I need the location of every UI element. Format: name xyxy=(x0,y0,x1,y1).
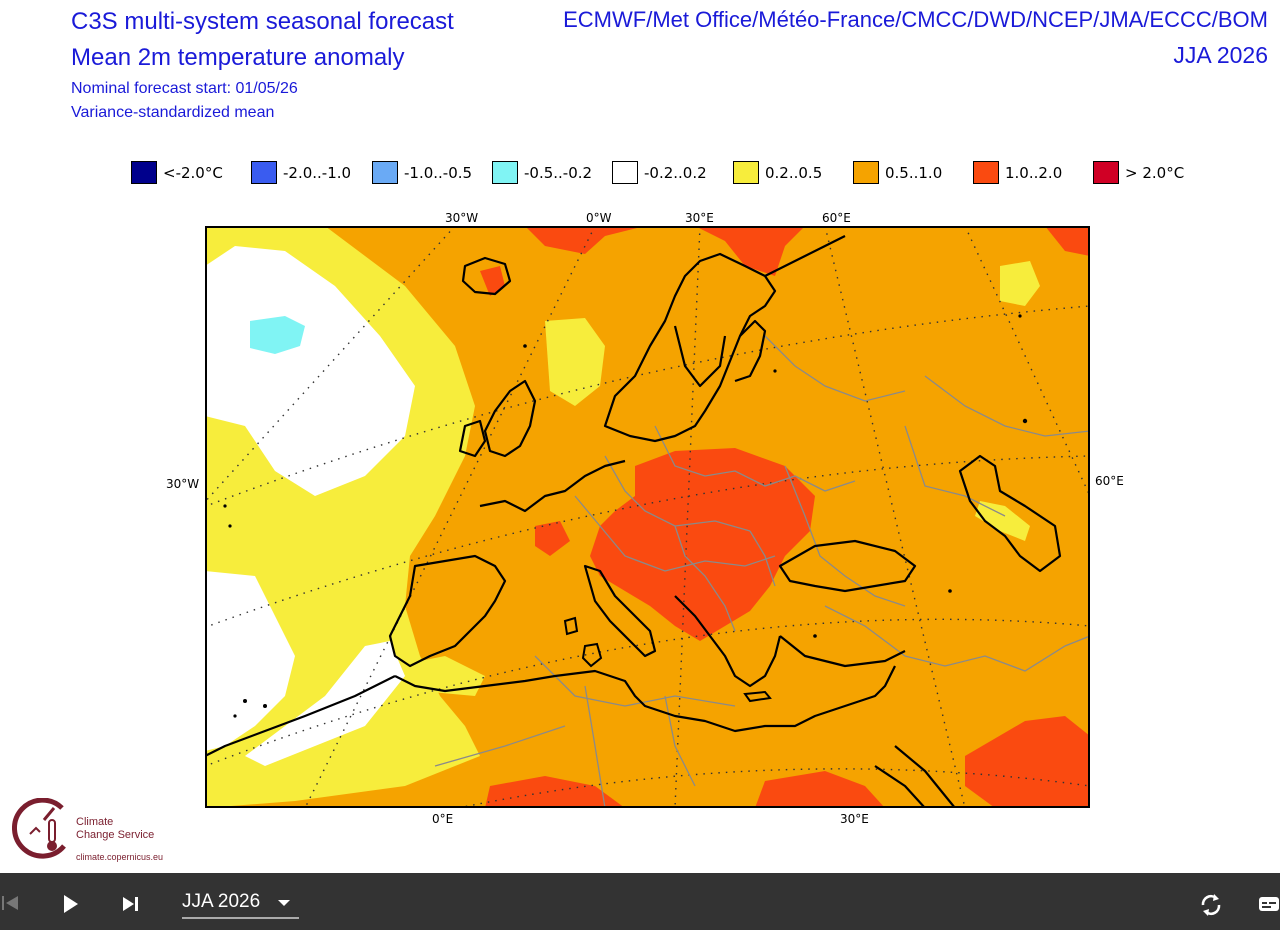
centres-label: ECMWF/Met Office/Météo-France/CMCC/DWD/N… xyxy=(563,7,1268,32)
anomaly-field-warm-low xyxy=(1000,261,1040,306)
forecast-map xyxy=(205,226,1090,808)
season-select-value: JJA 2026 xyxy=(182,891,261,912)
legend-swatch xyxy=(131,161,157,184)
logo-text: Climate Change Service xyxy=(76,816,176,842)
legend-swatch xyxy=(251,161,277,184)
graticule xyxy=(205,226,1090,808)
anomaly-field-warm-high xyxy=(445,226,805,276)
legend-label: -0.2..0.2 xyxy=(644,164,707,182)
legend-swatch xyxy=(612,161,638,184)
skip-next-icon[interactable] xyxy=(121,895,141,913)
logo-name-line2: Change Service xyxy=(76,829,155,841)
chevron-down-icon xyxy=(278,900,290,906)
legend-swatch xyxy=(372,161,398,184)
skip-previous-icon[interactable] xyxy=(0,895,20,911)
play-icon[interactable] xyxy=(62,894,80,914)
legend-swatch xyxy=(733,161,759,184)
legend-label: 0.5..1.0 xyxy=(885,164,943,182)
legend-swatch xyxy=(492,161,518,184)
anomaly-field-neutral xyxy=(245,641,405,766)
map-subtitle: Mean 2m temperature anomaly xyxy=(71,44,405,71)
legend-label: > 2.0°C xyxy=(1125,164,1185,182)
anomaly-field-warm-low xyxy=(545,318,605,406)
legend-swatch xyxy=(1093,161,1119,184)
anomaly-field-cool xyxy=(250,316,305,354)
anomaly-field-warm-high xyxy=(480,266,505,296)
longitude-label: 30°E xyxy=(840,812,869,826)
legend-label: <-2.0°C xyxy=(163,164,223,182)
coastlines xyxy=(205,235,1062,808)
map-title: C3S multi-system seasonal forecast xyxy=(71,8,454,35)
islands-outline xyxy=(563,616,772,703)
islands xyxy=(223,314,1028,718)
anomaly-field-warm-low xyxy=(975,501,1030,541)
anomaly-field-warm-high xyxy=(1045,226,1090,256)
legend-swatch xyxy=(973,161,999,184)
player-controls: JJA 2026 xyxy=(0,873,1280,930)
anomaly-field-warm-high xyxy=(755,771,885,808)
longitude-label: 30°E xyxy=(685,211,714,225)
legend-label: -0.5..-0.2 xyxy=(524,164,593,182)
season-label: JJA 2026 xyxy=(1173,42,1268,68)
legend-label: 1.0..2.0 xyxy=(1005,164,1063,182)
legend-label: -2.0..-1.0 xyxy=(283,164,352,182)
longitude-label: 60°E xyxy=(822,211,851,225)
logo-name-line1: Climate xyxy=(76,816,114,828)
copernicus-logo: Climate Change Service climate.copernicu… xyxy=(11,797,163,867)
climate-change-service-icon xyxy=(11,797,66,859)
longitude-label: 0°W xyxy=(586,211,612,225)
anomaly-field-neutral xyxy=(205,246,415,496)
map-frame xyxy=(205,226,1090,808)
country-borders xyxy=(434,335,1090,808)
longitude-label: 30°W xyxy=(445,211,479,225)
method-label: Variance-standardized mean xyxy=(71,104,275,121)
subtitles-icon[interactable] xyxy=(1258,895,1280,913)
forecast-start: Nominal forecast start: 01/05/26 xyxy=(71,80,298,97)
legend-label: -1.0..-0.5 xyxy=(404,164,473,182)
legend-label: 0.2..0.5 xyxy=(765,164,823,182)
anomaly-field-warm-high xyxy=(965,716,1090,808)
season-select[interactable]: JJA 2026 xyxy=(182,891,299,919)
anomaly-field-warm-high xyxy=(535,521,570,556)
logo-url: climate.copernicus.eu xyxy=(76,852,164,862)
longitude-label: 60°E xyxy=(1095,474,1124,488)
anomaly-field-warm-high xyxy=(590,448,815,641)
legend-swatch xyxy=(853,161,879,184)
anomaly-field-warm-high xyxy=(485,776,625,808)
longitude-label: 30°W xyxy=(166,477,200,491)
longitude-label: 0°E xyxy=(432,812,454,826)
anomaly-field-neutral xyxy=(205,571,295,751)
loop-icon[interactable] xyxy=(1198,892,1224,918)
